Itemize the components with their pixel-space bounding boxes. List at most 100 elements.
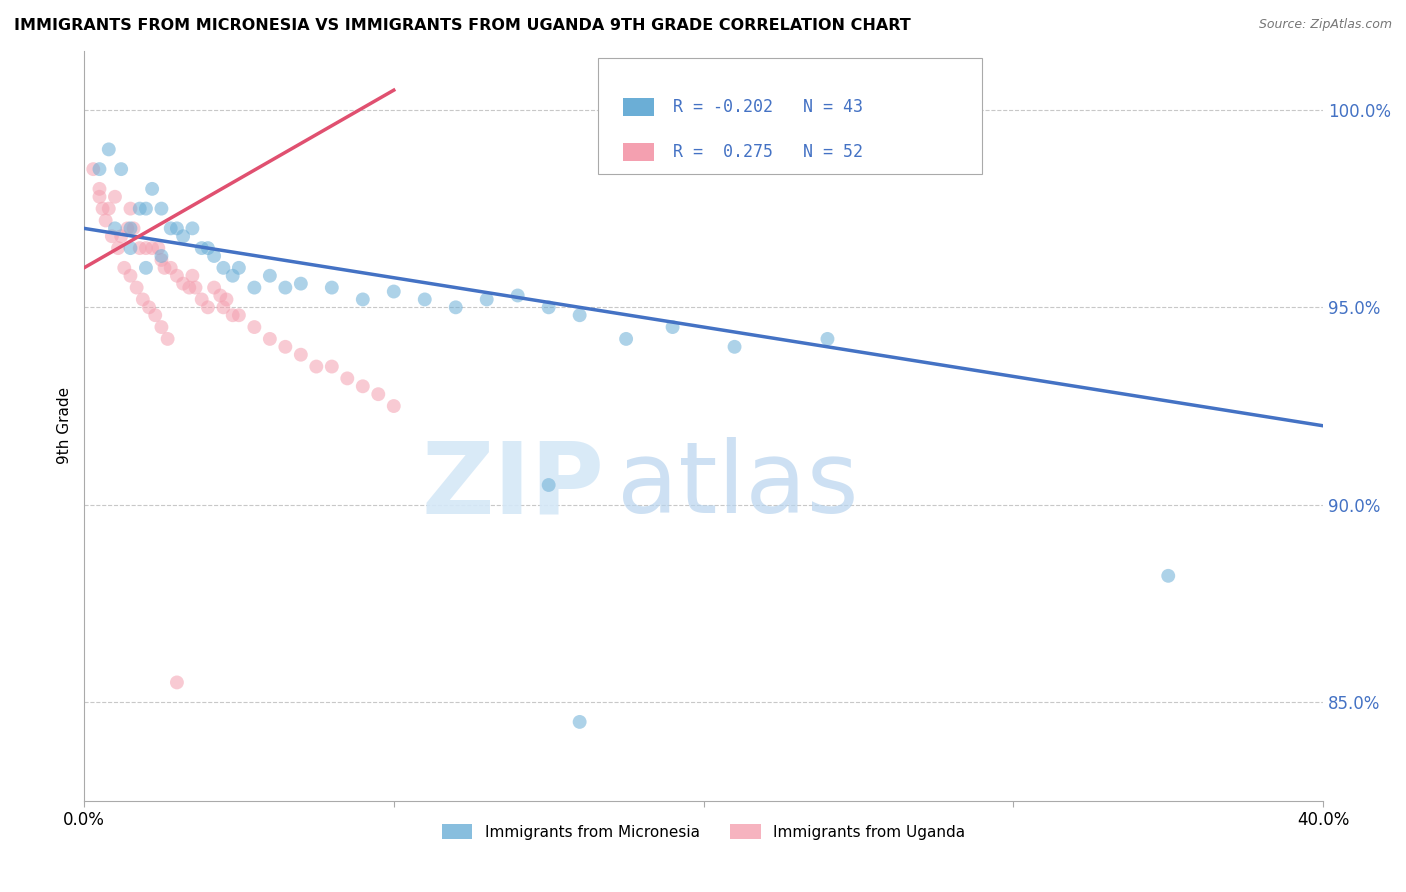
Point: [661, 320, 683, 334]
Point: [243, 280, 266, 294]
Point: [212, 260, 235, 275]
Point: [568, 714, 591, 729]
Point: [120, 268, 142, 283]
Point: [150, 249, 173, 263]
Point: [89, 182, 111, 196]
Point: [209, 288, 232, 302]
Point: [352, 293, 374, 307]
Point: [197, 241, 219, 255]
Point: [382, 285, 405, 299]
Point: [97, 202, 120, 216]
Point: [94, 213, 117, 227]
Point: [104, 221, 127, 235]
Point: [166, 221, 188, 235]
FancyBboxPatch shape: [623, 143, 654, 161]
Point: [274, 280, 297, 294]
Point: [107, 241, 129, 255]
Point: [135, 260, 157, 275]
Point: [179, 280, 201, 294]
Point: [110, 229, 132, 244]
Point: [568, 308, 591, 322]
Point: [166, 675, 188, 690]
Point: [159, 260, 181, 275]
Point: [202, 280, 225, 294]
Point: [132, 293, 155, 307]
Point: [150, 320, 173, 334]
Point: [367, 387, 389, 401]
Point: [112, 260, 135, 275]
Point: [122, 221, 145, 235]
Point: [190, 293, 212, 307]
Point: [143, 308, 166, 322]
Point: [141, 241, 163, 255]
Point: [614, 332, 637, 346]
Point: [475, 293, 498, 307]
Point: [274, 340, 297, 354]
Point: [153, 260, 176, 275]
Point: [135, 202, 157, 216]
Point: [135, 241, 157, 255]
Text: IMMIGRANTS FROM MICRONESIA VS IMMIGRANTS FROM UGANDA 9TH GRADE CORRELATION CHART: IMMIGRANTS FROM MICRONESIA VS IMMIGRANTS…: [14, 18, 911, 33]
Point: [321, 280, 343, 294]
Point: [104, 190, 127, 204]
Text: ZIP: ZIP: [422, 437, 605, 534]
Point: [506, 288, 529, 302]
Point: [215, 293, 238, 307]
Point: [190, 241, 212, 255]
Point: [101, 229, 124, 244]
Point: [336, 371, 359, 385]
Point: [120, 202, 142, 216]
Point: [259, 268, 281, 283]
Point: [181, 268, 204, 283]
Point: [184, 280, 207, 294]
Point: [290, 348, 312, 362]
Point: [138, 301, 160, 315]
Point: [128, 241, 150, 255]
Point: [181, 221, 204, 235]
Point: [166, 268, 188, 283]
Point: [228, 308, 250, 322]
Point: [305, 359, 328, 374]
Point: [537, 478, 560, 492]
Point: [537, 301, 560, 315]
Point: [212, 301, 235, 315]
Y-axis label: 9th Grade: 9th Grade: [58, 387, 72, 465]
Point: [228, 260, 250, 275]
Point: [89, 190, 111, 204]
Point: [817, 332, 839, 346]
Point: [197, 301, 219, 315]
Point: [120, 221, 142, 235]
Point: [413, 293, 436, 307]
Point: [82, 162, 104, 177]
Point: [128, 202, 150, 216]
Point: [120, 241, 142, 255]
Point: [89, 162, 111, 177]
Text: atlas: atlas: [617, 437, 859, 534]
Point: [221, 308, 243, 322]
Point: [91, 202, 114, 216]
Point: [148, 241, 170, 255]
Point: [125, 280, 148, 294]
Point: [159, 221, 181, 235]
Point: [290, 277, 312, 291]
Point: [202, 249, 225, 263]
Point: [382, 399, 405, 413]
Point: [321, 359, 343, 374]
Point: [150, 252, 173, 267]
Text: R =  0.275   N = 52: R = 0.275 N = 52: [672, 143, 863, 161]
FancyBboxPatch shape: [598, 58, 983, 175]
Point: [172, 229, 194, 244]
Point: [150, 202, 173, 216]
Point: [259, 332, 281, 346]
Point: [352, 379, 374, 393]
Point: [221, 268, 243, 283]
Point: [110, 162, 132, 177]
Point: [1157, 569, 1180, 583]
Text: Source: ZipAtlas.com: Source: ZipAtlas.com: [1258, 18, 1392, 31]
Point: [243, 320, 266, 334]
Text: R = -0.202   N = 43: R = -0.202 N = 43: [672, 98, 863, 116]
Point: [172, 277, 194, 291]
Point: [723, 340, 745, 354]
Legend: Immigrants from Micronesia, Immigrants from Uganda: Immigrants from Micronesia, Immigrants f…: [436, 818, 972, 846]
Point: [156, 332, 179, 346]
